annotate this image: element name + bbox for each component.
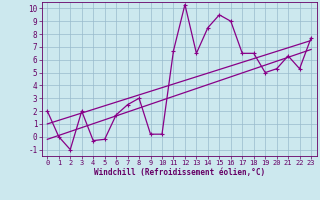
X-axis label: Windchill (Refroidissement éolien,°C): Windchill (Refroidissement éolien,°C): [94, 168, 265, 177]
